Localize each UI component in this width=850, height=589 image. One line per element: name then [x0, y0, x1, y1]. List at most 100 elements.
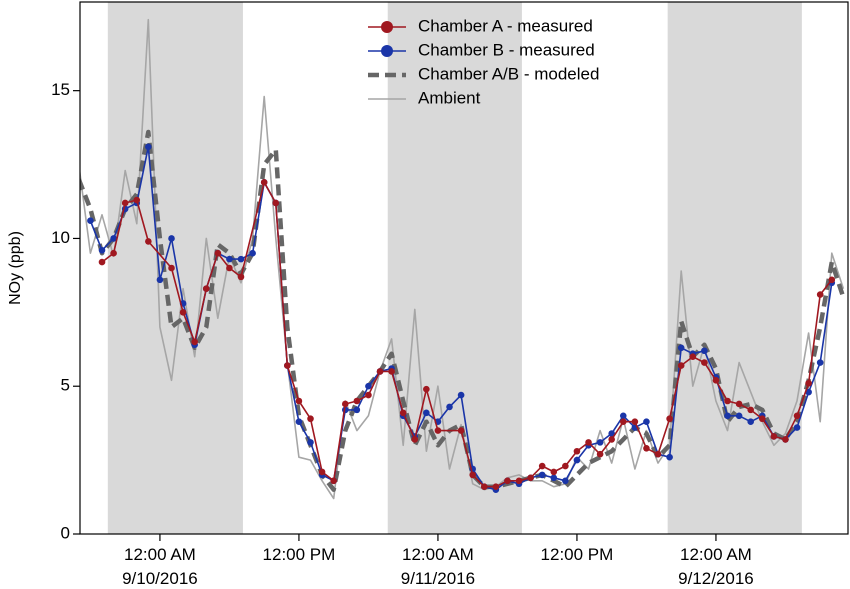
data-point	[828, 276, 836, 284]
data-point	[330, 477, 337, 485]
series-line	[80, 129, 846, 492]
data-point	[492, 483, 500, 491]
data-point	[562, 477, 569, 485]
x-tick-label: 12:00 AM 9/10/2016	[122, 545, 198, 588]
data-point	[376, 368, 384, 375]
data-point	[121, 199, 129, 207]
data-point	[770, 433, 778, 440]
data-point	[168, 264, 175, 272]
legend-label: Ambient	[418, 88, 481, 107]
data-point	[643, 418, 650, 425]
data-point	[237, 255, 245, 263]
shaded-span	[387, 2, 522, 534]
data-point	[469, 471, 476, 479]
plot-frame	[79, 1, 849, 535]
data-point	[724, 397, 731, 405]
data-point	[585, 439, 592, 446]
data-point	[631, 418, 639, 425]
data-point	[353, 397, 361, 405]
data-point	[643, 444, 650, 452]
data-point	[550, 474, 558, 482]
x-tick-label: 12:00 PM	[262, 545, 336, 564]
y-axis-label: NOy (ppb)	[7, 231, 24, 305]
data-point	[527, 474, 534, 482]
x-tick-label: 12:00 AM 9/11/2016	[400, 545, 476, 588]
x-tick-label: 12:00 PM	[540, 545, 614, 564]
data-point	[550, 468, 558, 476]
data-point	[307, 439, 314, 446]
data-point	[596, 450, 604, 458]
data-point	[805, 379, 812, 387]
shading-layer	[107, 2, 802, 534]
data-point	[411, 436, 419, 443]
data-point	[226, 255, 233, 263]
data-point	[805, 388, 812, 396]
data-point	[816, 359, 824, 366]
data-point	[619, 418, 627, 425]
data-point	[295, 397, 303, 405]
y-tick-label: 10	[51, 228, 70, 247]
data-point	[538, 471, 546, 479]
data-point	[712, 377, 720, 384]
data-point	[793, 412, 801, 420]
data-point	[214, 249, 222, 257]
data-point	[202, 285, 210, 292]
data-point	[434, 427, 442, 434]
data-point	[654, 450, 662, 458]
shaded-span	[107, 2, 243, 534]
data-point	[747, 406, 754, 414]
data-point	[480, 483, 488, 491]
y-tick-label: 15	[51, 80, 70, 99]
data-point	[98, 246, 106, 254]
axes-layer: 0 5 10 15	[51, 80, 717, 542]
data-point	[145, 238, 152, 245]
legend-label: Chamber A - measured	[418, 16, 593, 35]
data-point	[747, 418, 754, 425]
data-point	[782, 436, 789, 443]
data-point	[457, 391, 465, 399]
data-point	[353, 406, 361, 414]
data-point	[295, 418, 303, 425]
data-point	[365, 382, 372, 390]
legend-marker	[381, 21, 393, 33]
data-point	[446, 403, 453, 411]
data-point	[110, 235, 117, 242]
data-point	[168, 235, 175, 242]
x-tick-label: 12:00 AM 9/12/2016	[678, 545, 754, 588]
legend-label: Chamber A/B - modeled	[418, 64, 599, 83]
data-point	[538, 462, 546, 470]
data-point	[816, 291, 824, 298]
data-point	[608, 430, 615, 437]
data-point	[307, 415, 314, 423]
data-point	[689, 353, 697, 360]
data-point	[179, 309, 187, 316]
data-point	[793, 424, 801, 431]
data-point	[237, 273, 245, 281]
data-point	[133, 196, 141, 204]
data-point	[457, 427, 465, 434]
data-point	[619, 412, 627, 420]
data-point	[260, 178, 268, 186]
legend: Chamber A - measured Chamber B - measured…	[368, 16, 599, 107]
data-point	[226, 264, 233, 272]
data-point	[515, 477, 523, 485]
data-point	[677, 344, 685, 352]
data-point	[272, 199, 280, 207]
data-point	[399, 409, 407, 417]
data-point	[562, 462, 569, 470]
series-line	[80, 18, 845, 500]
data-point	[110, 249, 117, 257]
data-point	[191, 338, 198, 346]
data-point	[596, 439, 604, 446]
data-point	[156, 276, 164, 284]
legend-marker	[381, 45, 393, 57]
data-point	[701, 359, 708, 366]
data-point	[341, 400, 349, 408]
data-point	[284, 362, 291, 369]
data-point	[423, 409, 430, 417]
data-point	[365, 391, 372, 399]
data-point	[318, 468, 326, 476]
data-point	[666, 415, 673, 423]
